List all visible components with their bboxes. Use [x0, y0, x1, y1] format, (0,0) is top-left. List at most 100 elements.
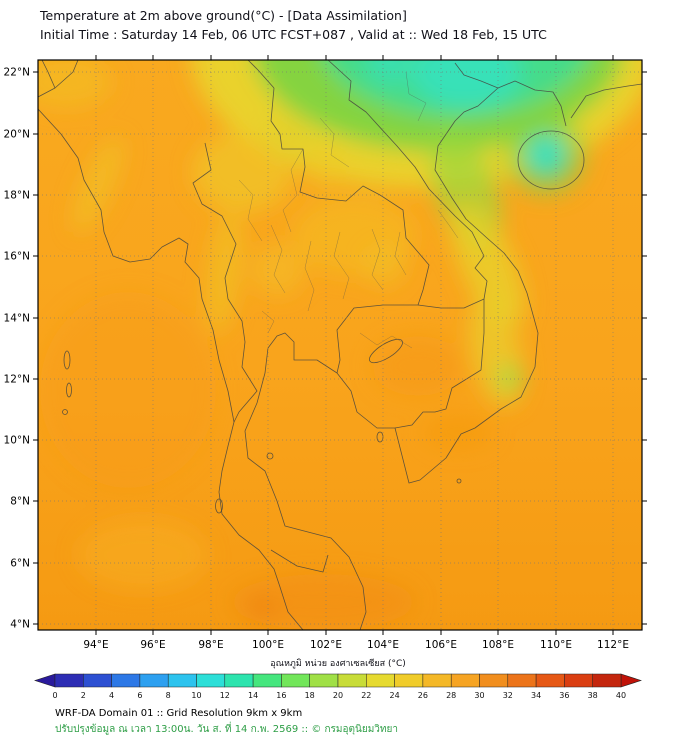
andaman-islands: [63, 350, 71, 370]
colorbar-tick-label: 24: [390, 691, 400, 700]
lat-tick-label: 12°N: [4, 374, 30, 386]
weather-map: 22°N 20°N 18°N 16°N 14°N 12°N 10°N 8°N 6…: [4, 55, 647, 650]
border-laos-cambodia: [417, 298, 485, 309]
footer-update-info: ปรับปรุงข้อมูล ณ เวลา 13:00น. วัน ส. ที่…: [55, 723, 398, 735]
colorbar-label: อุณหภูมิ หน่วย องศาเซลเซียส (°C): [270, 659, 406, 669]
header-block: Temperature at 2m above ground(°C) - [Da…: [40, 6, 547, 45]
colorbar-segment: [564, 673, 593, 688]
lat-tick-label: 16°N: [4, 251, 30, 263]
colorbar-tick-label: 4: [109, 691, 114, 700]
colorbar-tick-label: 18: [305, 691, 315, 700]
lon-tick-label: 100°E: [252, 639, 284, 650]
colorbar-tick-label: 36: [559, 691, 569, 700]
colorbar-segment: [479, 673, 509, 688]
colorbar-segment: [224, 673, 254, 688]
lat-tick-label: 4°N: [10, 619, 30, 631]
colorbar-segment: [450, 673, 480, 688]
border-cambodia-vietnam: [394, 299, 485, 429]
colorbar-segment: [309, 673, 339, 688]
border-top-left: [41, 60, 56, 89]
colorbar-segment: [252, 673, 282, 688]
coastline-borders: [38, 60, 642, 630]
lon-axis-labels: 94°E 96°E 98°E 100°E 102°E 104°E 106°E 1…: [83, 639, 629, 650]
border-china-vietnam: [454, 62, 499, 89]
colorbar: 0 2 4 6 8 10 12 14 16 18 20 22 24 26 28 30 32 34 36 38 40: [34, 673, 642, 700]
colorbar-tick-label: 32: [503, 691, 513, 700]
colorbar-tick-label: 0: [52, 691, 57, 700]
lon-tick-label: 106°E: [425, 639, 457, 650]
lon-tick-label: 102°E: [310, 639, 342, 650]
lon-tick-label: 98°E: [198, 639, 223, 650]
colorbar-tick-label: 8: [166, 691, 171, 700]
colorbar-segment: [167, 673, 197, 688]
con-dao-island: [456, 478, 462, 484]
lat-tick-label: 20°N: [4, 129, 30, 141]
lon-tick-label: 104°E: [367, 639, 399, 650]
colorbar-segment: [139, 673, 169, 688]
colorbar-segment: [394, 673, 424, 688]
footer-domain-info: WRF-DA Domain 01 :: Grid Resolution 9km …: [55, 708, 303, 719]
lon-tick-label: 108°E: [482, 639, 514, 650]
lon-tick-label: 94°E: [83, 639, 108, 650]
colorbar-segment: [422, 673, 452, 688]
border-top-left: [38, 60, 79, 98]
lat-tick-label: 14°N: [4, 313, 30, 325]
map-frame: [37, 59, 643, 631]
coastline: [244, 80, 567, 630]
colorbar-segment: [111, 673, 141, 688]
colorbar-segment: [535, 673, 565, 688]
lon-tick-label: 112°E: [597, 639, 629, 650]
lat-tick-label: 18°N: [4, 190, 30, 202]
colorbar-tick-label: 12: [220, 691, 230, 700]
samui-island: [266, 452, 274, 460]
border-myanmar-thailand: [192, 142, 258, 423]
colorbar-tick-label: 22: [361, 691, 371, 700]
map-title: Temperature at 2m above ground(°C) - [Da…: [40, 8, 407, 23]
lat-tick-label: 6°N: [10, 558, 30, 570]
lon-tick-label: 110°E: [540, 639, 572, 650]
lon-tick-label: 96°E: [140, 639, 165, 650]
colorbar-segment: [366, 673, 395, 688]
colorbar-segment: [592, 673, 622, 688]
hainan-island: [517, 130, 585, 190]
colorbar-segment: [196, 673, 226, 688]
colorbar-left-arrow: [34, 673, 56, 688]
phuket-island: [215, 498, 223, 514]
province-borders: [238, 71, 459, 349]
border-laos-vietnam: [327, 60, 488, 300]
axis-ticks: [33, 55, 647, 635]
colorbar-tick-label: 10: [191, 691, 201, 700]
map-subtitle: Initial Time : Saturday 14 Feb, 06 UTC F…: [40, 27, 547, 43]
colorbar-tick-label: 2: [81, 691, 86, 700]
colorbar-tick-label: 26: [418, 691, 428, 700]
colorbar-tick-label: 40: [616, 691, 626, 700]
border-thailand-malaysia: [270, 549, 329, 573]
temperature-blobs: [38, 60, 642, 630]
colorbar-segment: [83, 673, 112, 688]
colorbar-tick-label: 38: [588, 691, 598, 700]
border-myanmar-china: [247, 60, 275, 89]
temperature-field: [38, 60, 642, 630]
colorbar-segment: [281, 673, 310, 688]
colorbar-tick-label: 34: [531, 691, 541, 700]
colorbar-segment: [337, 673, 367, 688]
footer-block: WRF-DA Domain 01 :: Grid Resolution 9km …: [55, 706, 398, 737]
lat-axis-labels: 22°N 20°N 18°N 16°N 14°N 12°N 10°N 8°N 6…: [4, 67, 30, 631]
lat-tick-label: 10°N: [4, 435, 30, 447]
coastline: [570, 83, 642, 119]
andaman-islands: [62, 409, 68, 415]
colorbar-tick-label: 14: [248, 691, 258, 700]
colorbar-tick-label: 16: [276, 691, 286, 700]
coastline: [38, 108, 304, 630]
colorbar-tick-label: 20: [333, 691, 343, 700]
colorbar-right-arrow: [620, 673, 642, 688]
colorbar-tick-label: 28: [446, 691, 456, 700]
colorbar-segment: [507, 673, 537, 688]
andaman-islands: [66, 382, 72, 398]
grid-lines: [38, 60, 642, 630]
colorbar-tick-label: 30: [474, 691, 484, 700]
colorbar-tick-label: 6: [137, 691, 142, 700]
lat-tick-label: 22°N: [4, 67, 30, 79]
colorbar-segment: [54, 673, 84, 688]
border-thailand-laos-cambodia: [270, 87, 430, 374]
